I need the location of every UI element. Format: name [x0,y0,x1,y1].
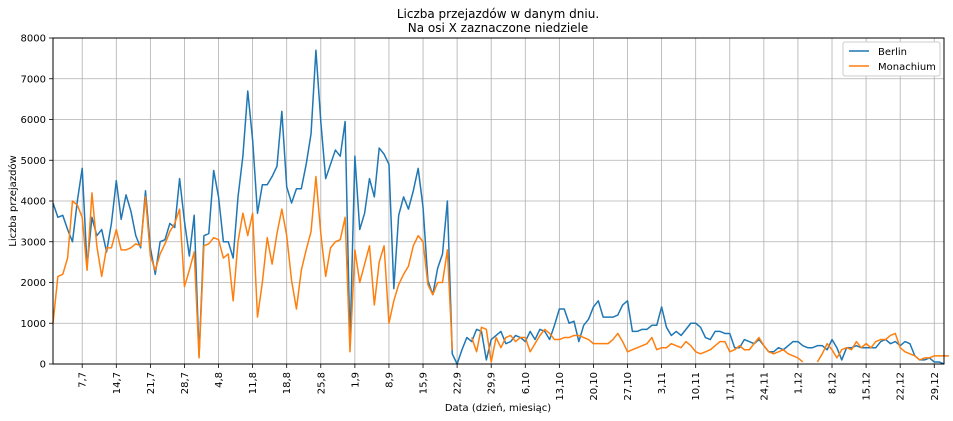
y-tick-label: 6000 [21,115,46,126]
x-tick-label: 1,9 [350,372,361,388]
x-axis: 7,7 14,7 21,7 28,7 4,8 11,8 18,8 25,8 1,9 8,9 15,9… [78,364,941,401]
y-axis-label: Liczba przejazdów [7,155,19,246]
legend-label-berlin: Berlin [878,47,907,58]
y-tick-label: 1000 [21,319,46,330]
series-line-monachium [52,175,949,363]
y-tick-label: 2000 [21,278,46,289]
y-tick-label: 8000 [21,34,46,45]
series-group [52,49,949,365]
chart-subtitle: Na osi X zaznaczone niedziele [408,21,589,35]
x-tick-label: 13,10 [555,372,566,401]
y-tick-label: 7000 [21,74,46,85]
y-axis: 0 1000 2000 3000 4000 5000 6000 7000 8000 [21,34,53,371]
x-tick-label: 24,11 [759,372,770,401]
x-tick-label: 28,7 [180,372,191,394]
y-tick-label: 5000 [21,156,46,167]
x-tick-label: 25,8 [316,372,327,394]
x-tick-label: 29,9 [487,372,498,394]
y-tick-label: 3000 [21,237,46,248]
legend: Berlin Monachium [842,41,941,77]
x-tick-label: 22,12 [896,372,907,401]
x-tick-label: 20,10 [589,372,600,401]
x-tick-label: 4,8 [214,372,225,388]
x-tick-label: 14,7 [112,372,123,394]
x-tick-label: 21,7 [146,372,157,394]
x-tick-label: 15,9 [419,372,430,394]
legend-label-monachium: Monachium [878,62,936,73]
x-tick-label: 8,12 [828,372,839,394]
x-tick-label: 7,7 [78,372,89,388]
grid [53,37,944,365]
x-tick-label: 10,11 [691,372,702,401]
x-tick-label: 1,12 [793,372,804,394]
x-tick-label: 3,11 [657,372,668,394]
chart-title: Liczba przejazdów w danym dniu. [397,7,599,21]
y-tick-label: 4000 [21,197,46,208]
x-tick-label: 17,11 [725,372,736,401]
x-tick-label: 22,9 [453,372,464,394]
x-tick-label: 15,12 [862,372,873,401]
y-tick-label: 0 [40,360,46,371]
series-line-berlin [52,49,945,365]
x-tick-label: 27,10 [623,372,634,401]
x-axis-label: Data (dzień, miesiąc) [445,402,551,414]
x-tick-label: 29,12 [930,372,941,401]
x-tick-label: 8,9 [384,372,395,388]
x-tick-label: 6,10 [521,372,532,394]
x-tick-label: 11,8 [248,372,259,394]
x-tick-label: 18,8 [282,372,293,394]
